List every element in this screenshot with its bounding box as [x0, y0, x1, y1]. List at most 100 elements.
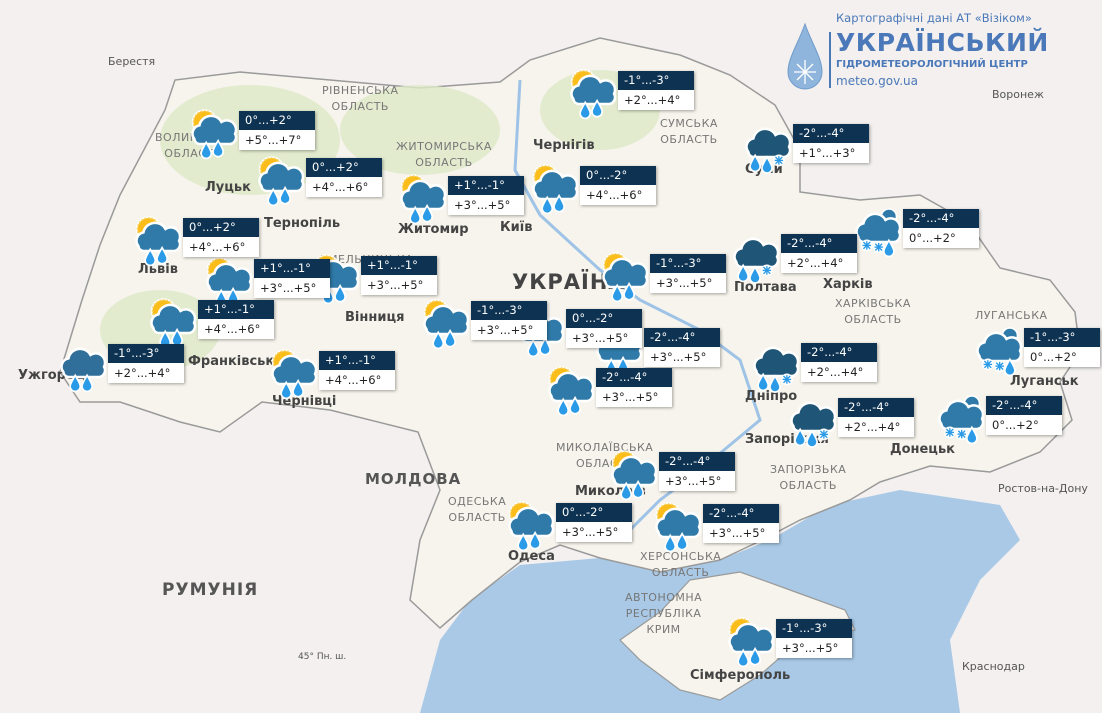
night-temperature: +1°...-1° [319, 351, 395, 370]
region-label: АВТОНОМНА РЕСПУБЛІКА КРИМ [625, 591, 703, 636]
day-temperature: +3°...+5° [703, 523, 779, 543]
night-temperature: -2°...-4° [838, 398, 914, 417]
night-temperature: -2°...-4° [659, 452, 735, 471]
water-drop-icon [787, 22, 823, 90]
night-temperature: 0°...-2° [566, 309, 642, 328]
day-temperature: +2°...+4° [108, 363, 184, 383]
night-temperature: -2°...-4° [703, 504, 779, 523]
region-label: ЛУГАНСЬКА [975, 309, 1048, 322]
temperature-label: -2°...-4° +1°...+3° [793, 124, 869, 163]
day-temperature: +2°...+4° [781, 253, 857, 273]
night-temperature: -1°...-3° [108, 344, 184, 363]
night-temperature: -2°...-4° [801, 343, 877, 362]
day-temperature: +1°...+3° [793, 143, 869, 163]
sun-cloud-rain-icon [602, 252, 649, 303]
day-temperature: 0°...+2° [903, 228, 979, 248]
day-temperature: +4°...+6° [580, 185, 656, 205]
temperature-label: +1°...-1° +4°...+6° [198, 300, 274, 339]
sun-cloud-rain-icon [532, 164, 579, 215]
temperature-label: +1°...-1° +4°...+6° [319, 351, 395, 390]
city-label: Харків [823, 277, 873, 292]
city-label: Житомир [398, 222, 469, 237]
sun-cloud-rain-icon [135, 216, 182, 267]
night-temperature: +1°...-1° [448, 176, 524, 195]
ukrhydromet-logo: Картографічні дані АТ «Візіком» УКРАЇНСЬ… [786, 8, 1048, 98]
night-temperature: -1°...-3° [650, 254, 726, 273]
day-temperature: +3°...+5° [471, 320, 547, 340]
region-label: ХАРКІВСЬКА ОБЛАСТЬ [835, 297, 911, 326]
temperature-label: 0°...+2° +4°...+6° [183, 218, 259, 257]
day-temperature: +3°...+5° [361, 275, 437, 295]
sun-cloud-rain-icon [570, 69, 617, 120]
temperature-label: -2°...-4° 0°...+2° [986, 396, 1062, 435]
country-label-moldova: МОЛДОВА [365, 470, 462, 488]
temperature-label: +1°...-1° +3°...+5° [254, 259, 330, 298]
temperature-label: -1°...-3° 0°...+2° [1024, 328, 1100, 367]
night-temperature: 0°...-2° [580, 166, 656, 185]
temperature-label: 0°...-2° +3°...+5° [566, 309, 642, 348]
night-temperature: -1°...-3° [471, 301, 547, 320]
city-label: Вінниця [345, 310, 405, 325]
city-label: Краснодар [962, 660, 1025, 673]
day-temperature: +4°...+6° [319, 370, 395, 390]
night-temperature: 0°...+2° [239, 111, 315, 130]
day-temperature: +4°...+6° [198, 319, 274, 339]
cloud-rain-snow-icon [790, 401, 837, 448]
region-label: ОДЕСЬКА ОБЛАСТЬ [448, 495, 507, 524]
city-label: Воронеж [992, 88, 1044, 101]
night-temperature: -2°...-4° [793, 124, 869, 143]
day-temperature: +3°...+5° [650, 273, 726, 293]
sun-cloud-rain-icon [611, 450, 658, 501]
day-temperature: +4°...+6° [306, 177, 382, 197]
sun-cloud-rain-icon [271, 349, 318, 400]
temperature-label: -1°...-3° +3°...+5° [471, 301, 547, 340]
night-temperature: 0°...+2° [306, 158, 382, 177]
sun-cloud-rain-icon [655, 502, 702, 553]
org-subtitle: ГІДРОМЕТЕОРОЛОГІЧНИЙ ЦЕНТР [836, 59, 1028, 70]
night-temperature: -1°...-3° [776, 619, 852, 638]
sun-cloud-rain-icon [548, 366, 595, 417]
night-temperature: -1°...-3° [1024, 328, 1100, 347]
day-temperature: +3°...+5° [556, 522, 632, 542]
temperature-label: -1°...-3° +2°...+4° [108, 344, 184, 383]
night-temperature: -2°...-4° [596, 368, 672, 387]
parallel-label: 45° Пн. ш. [298, 652, 347, 662]
temperature-label: +1°...-1° +3°...+5° [361, 256, 437, 295]
night-temperature: -2°...-4° [986, 396, 1062, 415]
city-label: Чернігів [533, 138, 595, 153]
city-label: Сімферополь [690, 668, 791, 683]
temperature-label: -2°...-4° +2°...+4° [801, 343, 877, 382]
day-temperature: +3°...+5° [596, 387, 672, 407]
org-title: УКРАЇНСЬКИЙ [836, 28, 1049, 57]
cloud-rain-icon [60, 347, 107, 393]
city-label: Луганськ [1010, 374, 1079, 389]
night-temperature: -2°...-4° [781, 234, 857, 253]
night-temperature: -2°...-4° [903, 209, 979, 228]
day-temperature: 0°...+2° [1024, 347, 1100, 367]
region-label: ХЕРСОНСЬКА ОБЛАСТЬ [640, 550, 722, 579]
day-temperature: +2°...+4° [838, 417, 914, 437]
temperature-label: -1°...-3° +3°...+5° [776, 619, 852, 658]
temperature-label: 0°...+2° +4°...+6° [306, 158, 382, 197]
night-temperature: -1°...-3° [618, 71, 694, 90]
night-temperature: +1°...-1° [198, 300, 274, 319]
temperature-label: -2°...-4° 0°...+2° [903, 209, 979, 248]
temperature-label: 0°...-2° +3°...+5° [556, 503, 632, 542]
night-temperature: 0°...-2° [556, 503, 632, 522]
region-label: СУМСЬКА ОБЛАСТЬ [660, 117, 718, 146]
temperature-label: 0°...-2° +4°...+6° [580, 166, 656, 205]
temperature-label: -2°...-4° +3°...+5° [596, 368, 672, 407]
website-link[interactable]: meteo.gov.ua [836, 74, 919, 88]
temperature-label: -2°...-4° +3°...+5° [644, 328, 720, 367]
region-label: ЖИТОМИРСЬКА ОБЛАСТЬ [396, 140, 492, 169]
sun-cloud-rain-icon [191, 109, 238, 160]
day-temperature: +4°...+6° [183, 237, 259, 257]
city-label: Ростов-на-Дону [998, 482, 1088, 495]
city-label: Берестя [108, 55, 156, 68]
night-temperature: +1°...-1° [361, 256, 437, 275]
logo-divider [829, 32, 831, 88]
temperature-label: -2°...-4° +3°...+5° [659, 452, 735, 491]
city-label: Франківськ [188, 354, 275, 369]
city-label: Тернопіль [264, 216, 341, 231]
temperature-label: -1°...-3° +3°...+5° [650, 254, 726, 293]
